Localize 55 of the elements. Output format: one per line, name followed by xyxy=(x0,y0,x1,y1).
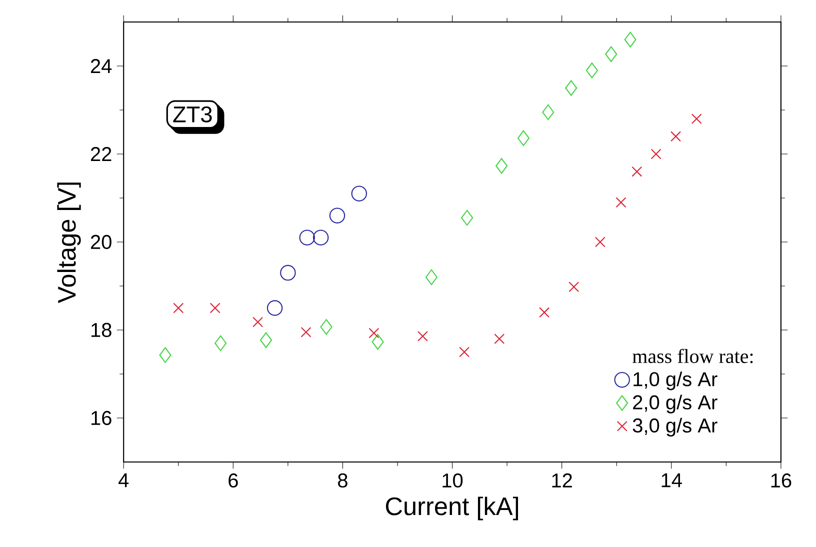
point xyxy=(214,335,227,352)
legend-label: 2,0 g/s Ar xyxy=(633,394,718,414)
annotation: ZT3 xyxy=(173,106,212,122)
y-axis-title: Voltage [V] xyxy=(57,182,81,304)
x-tick-label: 4 xyxy=(118,473,129,488)
point xyxy=(494,334,505,344)
point xyxy=(260,332,272,348)
point xyxy=(539,307,550,318)
legend-label: 1,0 g/s Ar xyxy=(634,372,718,390)
x-tick-label: 8 xyxy=(338,473,348,488)
point xyxy=(372,334,384,350)
point xyxy=(632,166,642,177)
point xyxy=(329,208,346,224)
point xyxy=(159,347,172,363)
y-tick-label: 18 xyxy=(92,322,112,338)
point xyxy=(565,80,578,96)
y-tick-label: 22 xyxy=(90,147,112,161)
point xyxy=(425,269,438,286)
x-tick-label: 10 xyxy=(442,473,463,488)
point xyxy=(594,236,606,248)
x-tick-label: 16 xyxy=(771,473,792,488)
point xyxy=(568,282,580,292)
y-tick-label: 20 xyxy=(90,234,112,250)
point xyxy=(417,330,428,342)
point xyxy=(517,130,530,146)
point xyxy=(300,326,312,338)
point xyxy=(461,210,474,226)
point xyxy=(266,300,283,316)
point xyxy=(586,62,598,78)
point xyxy=(616,197,626,208)
point xyxy=(650,148,662,160)
x-tick-label: 6 xyxy=(228,473,238,488)
point xyxy=(691,114,702,124)
point xyxy=(312,230,329,246)
point xyxy=(670,131,682,142)
point xyxy=(280,264,296,281)
point xyxy=(210,302,220,314)
legend-title: mass flow rate: xyxy=(632,348,753,364)
y-tick-label: 16 xyxy=(92,410,112,426)
point xyxy=(299,230,315,246)
y-tick-label: 24 xyxy=(90,59,112,73)
point xyxy=(252,316,264,328)
point xyxy=(173,302,184,314)
x-tick-label: 12 xyxy=(552,473,572,488)
x-axis-title: Current [kA] xyxy=(386,496,518,520)
x-tick-label: 14 xyxy=(662,473,682,488)
point xyxy=(605,46,618,62)
point xyxy=(459,346,470,358)
point xyxy=(351,186,368,202)
point xyxy=(368,328,380,338)
legend-label: 3,0 g/s Ar xyxy=(632,418,718,437)
point xyxy=(496,158,508,174)
point xyxy=(624,32,636,48)
point xyxy=(320,319,332,335)
point xyxy=(542,104,554,120)
